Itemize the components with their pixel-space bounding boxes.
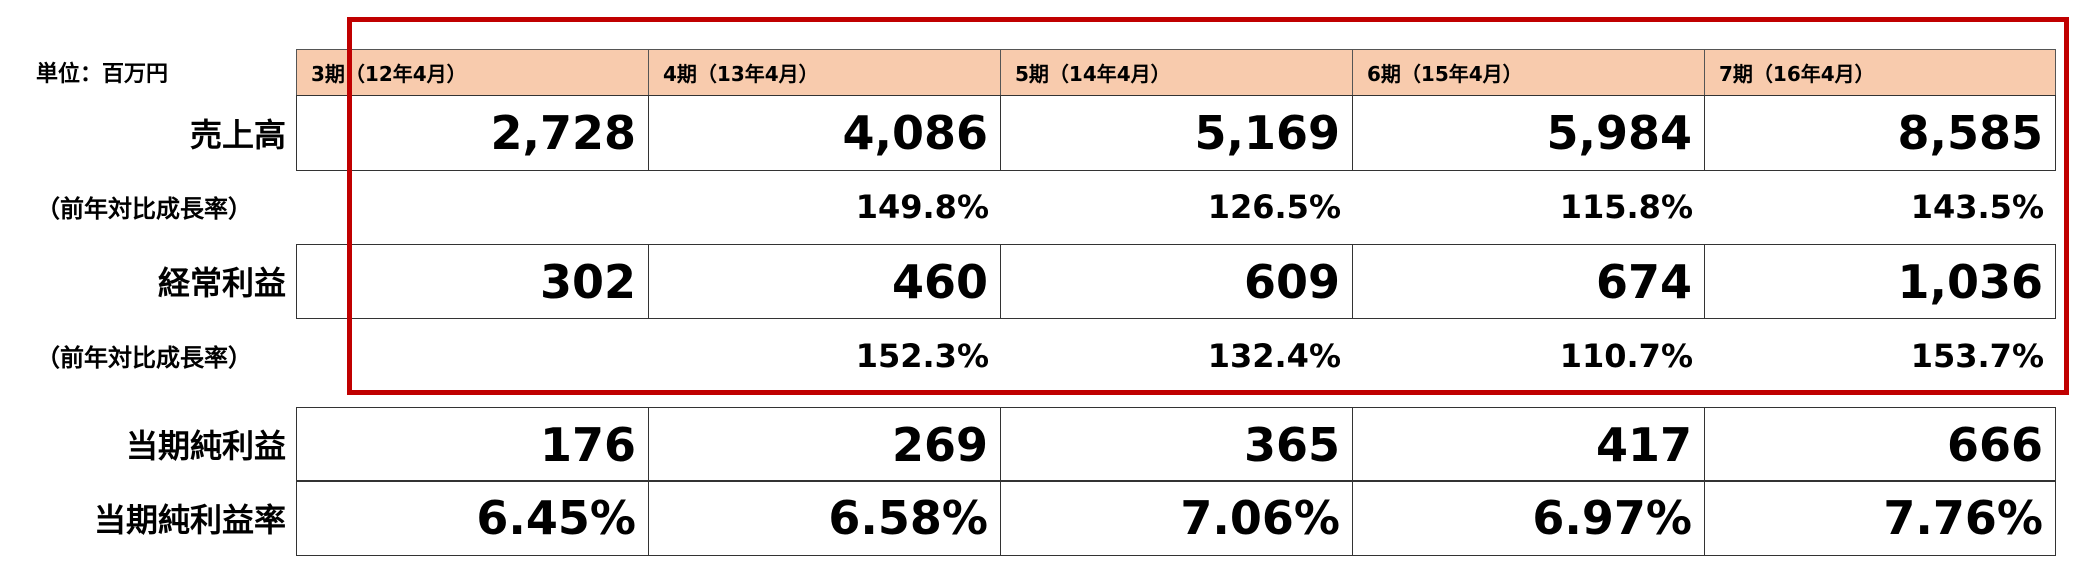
column-header: 7期（16年4月） xyxy=(1704,49,2056,96)
cell: 6.97% xyxy=(1352,480,1705,556)
highlight-box xyxy=(347,17,2069,395)
cell: 149.8% xyxy=(855,188,989,226)
cell: 609 xyxy=(1000,244,1353,319)
cell: 302 xyxy=(296,244,649,319)
cell: 1,036 xyxy=(1704,244,2056,319)
cell: 365 xyxy=(1000,407,1353,482)
cell: 4,086 xyxy=(648,95,1001,171)
cell: 2,728 xyxy=(296,95,649,171)
row-label: 売上高 xyxy=(189,115,286,154)
cell: 269 xyxy=(648,407,1001,482)
column-header: 5期（14年4月） xyxy=(1000,49,1353,96)
cell: 666 xyxy=(1704,407,2056,482)
cell: 417 xyxy=(1352,407,1705,482)
cell: 7.06% xyxy=(1000,480,1353,556)
cell: 176 xyxy=(296,407,649,482)
cell: 5,984 xyxy=(1352,95,1705,171)
row-label: 当期純利益率 xyxy=(93,500,286,539)
unit-label: 単位：百万円 xyxy=(36,62,169,87)
cell: 674 xyxy=(1352,244,1705,319)
column-header: 3期（12年4月） xyxy=(296,49,649,96)
column-header: 6期（15年4月） xyxy=(1352,49,1705,96)
cell: 7.76% xyxy=(1704,480,2056,556)
cell: 6.58% xyxy=(648,480,1001,556)
cell: 153.7% xyxy=(1910,336,2044,375)
row-label: （前年対比成長率） xyxy=(36,343,252,372)
cell: 126.5% xyxy=(1207,188,1341,226)
cell: 110.7% xyxy=(1559,336,1693,375)
cell: 460 xyxy=(648,244,1001,319)
cell: 152.3% xyxy=(855,336,989,375)
row-label: （前年対比成長率） xyxy=(36,195,252,223)
row-label: 経常利益 xyxy=(157,264,286,302)
row-label: 当期純利益 xyxy=(125,427,286,465)
cell: 8,585 xyxy=(1704,95,2056,171)
cell: 143.5% xyxy=(1910,188,2044,226)
cell: 115.8% xyxy=(1559,188,1693,226)
cell: 6.45% xyxy=(296,480,649,556)
cell: 5,169 xyxy=(1000,95,1353,171)
cell: 132.4% xyxy=(1207,336,1341,375)
